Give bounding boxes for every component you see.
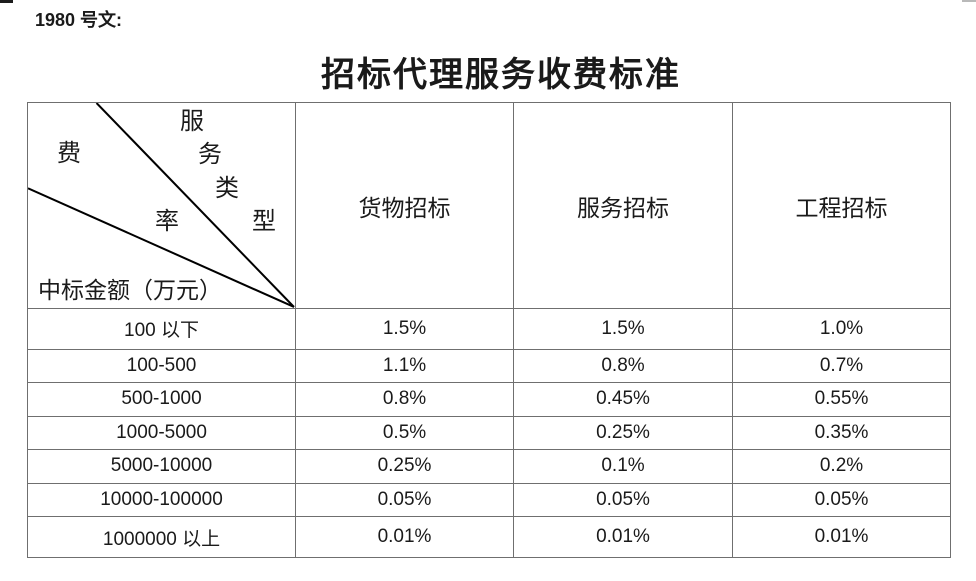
table-row: 1000-5000 0.5% 0.25% 0.35% — [27, 415, 951, 451]
fee-value-cell: 0.45% — [513, 382, 733, 417]
corner-label-service-type-char: 务 — [198, 142, 222, 168]
fee-value-cell: 0.7% — [732, 348, 951, 384]
doc-reference-number: 1980 号文: — [35, 10, 123, 30]
fee-value-cell: 0.01% — [513, 516, 733, 558]
fee-value-cell: 1.5% — [513, 308, 733, 350]
corner-label-bid-amount: 中标金额（万元） — [38, 278, 222, 303]
fee-value-cell: 0.25% — [295, 449, 514, 484]
fee-value-cell: 0.5% — [295, 415, 514, 451]
table-header-row: 服 务 类 型 费 率 中标金额（万元） 货物招标 服务招标 工程招标 — [27, 102, 951, 309]
table-row: 100-500 1.1% 0.8% 0.7% — [27, 348, 951, 384]
screenshot-edge-artifact-left — [0, 0, 13, 3]
table-row: 500-1000 0.8% 0.45% 0.55% — [27, 382, 951, 417]
table-row: 5000-10000 0.25% 0.1% 0.2% — [27, 449, 951, 484]
fee-value-cell: 0.8% — [295, 382, 514, 417]
corner-label-fee-rate-char: 费 — [57, 141, 81, 167]
fee-value-cell: 0.05% — [513, 482, 733, 518]
fee-value-cell: 0.05% — [732, 482, 951, 518]
column-header-engineering-bidding: 工程招标 — [732, 102, 951, 309]
corner-label-service-type-char: 服 — [180, 109, 204, 135]
fee-value-cell: 0.35% — [732, 415, 951, 451]
page-title: 招标代理服务收费标准 — [321, 57, 681, 94]
fee-value-cell: 1.5% — [295, 308, 514, 350]
table-corner-cell: 服 务 类 型 费 率 中标金额（万元） — [27, 102, 296, 309]
corner-label-service-type-char: 型 — [252, 209, 276, 235]
fee-value-cell: 0.01% — [732, 516, 951, 558]
corner-label-service-type-char: 类 — [215, 176, 239, 202]
diagonal-divider-lines — [28, 103, 295, 308]
table-row: 100 以下 1.5% 1.5% 1.0% — [27, 308, 951, 350]
amount-range-cell: 500-1000 — [27, 382, 296, 417]
fee-value-cell: 1.0% — [732, 308, 951, 350]
amount-range-cell: 1000000 以上 — [27, 516, 296, 558]
fee-value-cell: 0.05% — [295, 482, 514, 518]
table-row: 10000-100000 0.05% 0.05% 0.05% — [27, 482, 951, 518]
fee-value-cell: 0.8% — [513, 348, 733, 384]
column-header-service-bidding: 服务招标 — [513, 102, 733, 309]
screenshot-edge-artifact-right — [962, 0, 976, 2]
amount-range-cell: 1000-5000 — [27, 415, 296, 451]
table-row: 1000000 以上 0.01% 0.01% 0.01% — [27, 516, 951, 558]
fee-value-cell: 1.1% — [295, 348, 514, 384]
fee-value-cell: 0.2% — [732, 449, 951, 484]
amount-range-cell: 100-500 — [27, 348, 296, 384]
column-header-goods-bidding: 货物招标 — [295, 102, 514, 309]
fee-standard-table: 服 务 类 型 费 率 中标金额（万元） 货物招标 服务招标 工程招标 100 … — [27, 102, 951, 558]
fee-value-cell: 0.25% — [513, 415, 733, 451]
amount-range-cell: 5000-10000 — [27, 449, 296, 484]
amount-range-cell: 10000-100000 — [27, 482, 296, 518]
fee-value-cell: 0.01% — [295, 516, 514, 558]
fee-value-cell: 0.1% — [513, 449, 733, 484]
fee-value-cell: 0.55% — [732, 382, 951, 417]
corner-label-fee-rate-char: 率 — [155, 209, 179, 235]
amount-range-cell: 100 以下 — [27, 308, 296, 350]
